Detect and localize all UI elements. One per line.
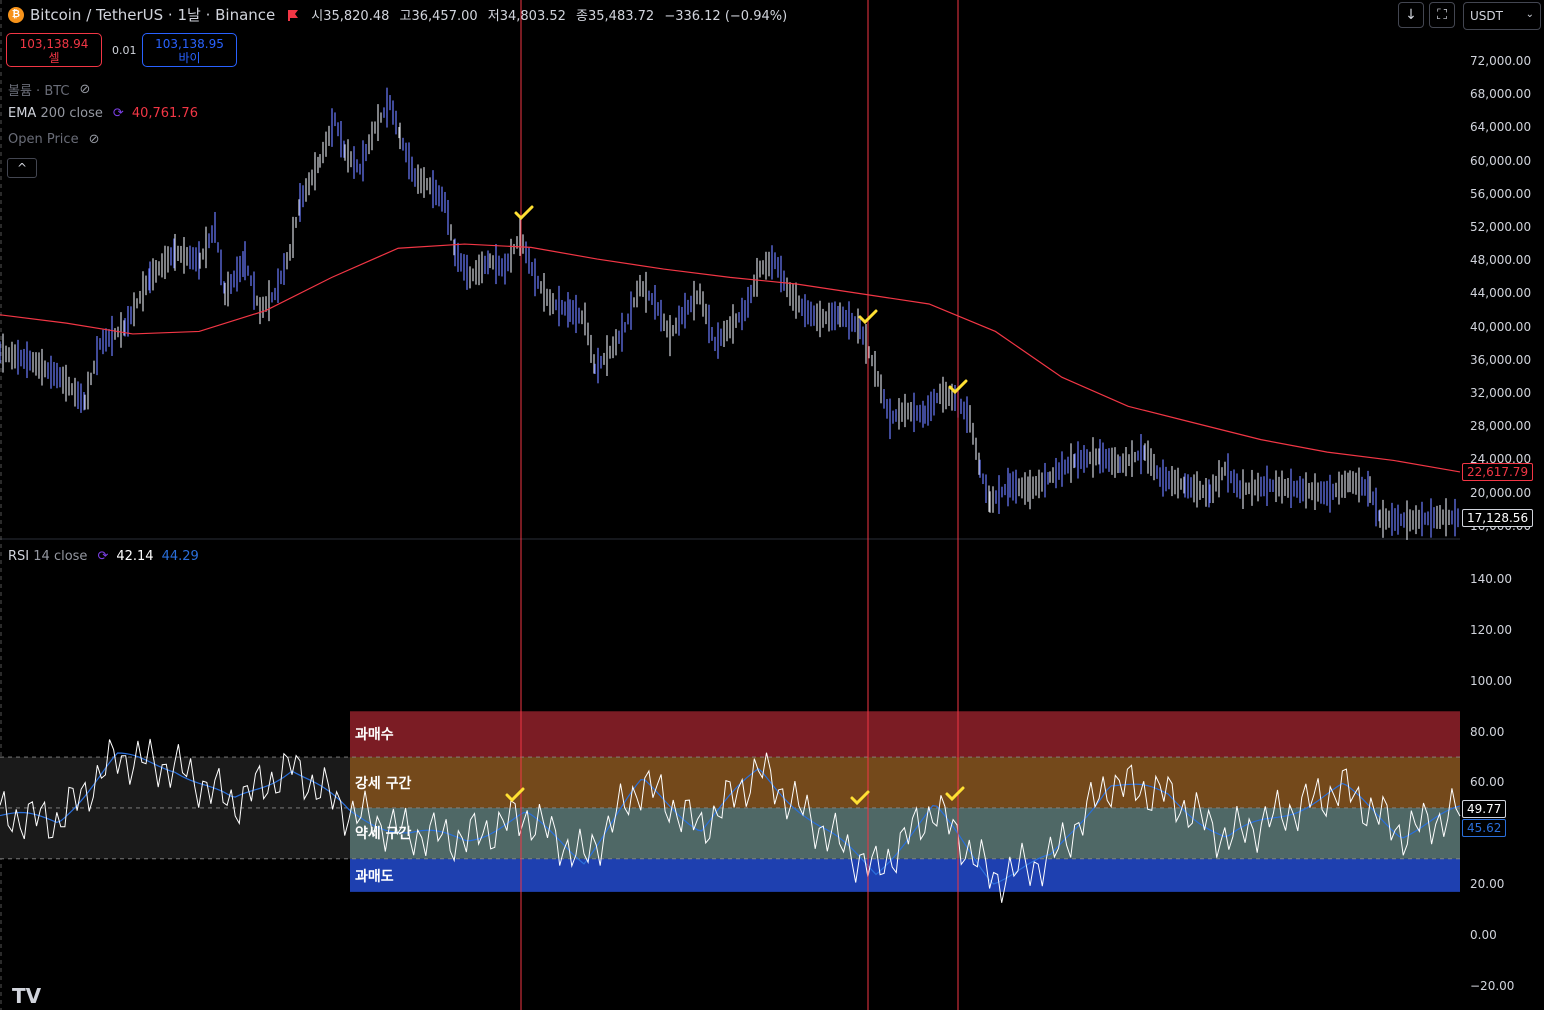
- close-value: 종35,483.72: [576, 9, 655, 24]
- symbol-title[interactable]: Bitcoin / TetherUS · 1날 · Binance: [30, 6, 276, 24]
- check-icon: [505, 787, 525, 803]
- rsi-axis-label: −20.00: [1470, 979, 1515, 993]
- open-price-name: Open Price: [8, 132, 79, 147]
- ema-legend[interactable]: EMA 200 close ⟳ 40,761.76: [8, 106, 198, 121]
- price-axis-label: 48,000.00: [1470, 253, 1532, 268]
- rsi-line: [0, 738, 1461, 903]
- eye-hidden-icon[interactable]: ⊘: [88, 132, 100, 147]
- high-value: 고36,457.00: [399, 9, 478, 24]
- price-axis-label: 24,000.00: [1470, 452, 1532, 467]
- price-axis-label: 56,000.00: [1470, 186, 1532, 201]
- open-price-legend[interactable]: Open Price ⊘: [8, 132, 99, 147]
- download-button[interactable]: ↓: [1398, 2, 1424, 28]
- price-axis-label: 44,000.00: [1470, 286, 1532, 301]
- rsi-ma-tag: 45.62: [1462, 819, 1507, 837]
- open-value: 시35,820.48: [311, 9, 390, 24]
- ema-params: 200 close: [40, 106, 103, 121]
- price-axis-label: 60,000.00: [1470, 153, 1532, 168]
- rsi-axis-label: 120.00: [1470, 623, 1512, 637]
- volume-legend[interactable]: 볼륨 · BTC ⊘: [8, 80, 90, 99]
- buy-button[interactable]: 103,138.95 바이: [142, 33, 237, 67]
- flag-icon[interactable]: [287, 9, 299, 21]
- zone-strong-label: 강세 구간: [355, 776, 412, 792]
- rsi-axis-label: 140.00: [1470, 572, 1512, 586]
- rsi-name: RSI: [8, 549, 30, 564]
- fullscreen-icon: ⛶: [1437, 7, 1447, 23]
- zone-overbought-label: 과매수: [355, 727, 394, 743]
- currency-value: USDT: [1470, 9, 1503, 23]
- chevron-down-icon: ⌄: [1525, 9, 1534, 20]
- check-icon: [858, 309, 878, 325]
- volume-name: 볼륨 · BTC: [8, 84, 70, 99]
- low-value: 저34,803.52: [487, 9, 566, 24]
- ema-value: 40,761.76: [131, 106, 198, 121]
- zone-oversold-label: 과매도: [355, 869, 394, 885]
- sell-label: 셀: [48, 51, 60, 65]
- price-axis-label: 68,000.00: [1470, 87, 1532, 102]
- rsi-axis-label: 80.00: [1470, 725, 1505, 739]
- fullscreen-button[interactable]: ⛶: [1429, 2, 1455, 28]
- ema-price-tag: 22,617.79: [1462, 463, 1534, 481]
- check-icon: [945, 786, 965, 802]
- price-axis-label: 28,000.00: [1470, 419, 1532, 434]
- sell-button[interactable]: 103,138.94 셀: [6, 33, 102, 67]
- check-icon: [850, 790, 870, 806]
- bitcoin-icon: ₿: [8, 6, 24, 23]
- arrow-down-icon: ↓: [1405, 7, 1417, 23]
- price-axis-label: 32,000.00: [1470, 386, 1532, 400]
- rsi-ma-line: [0, 752, 1461, 885]
- rsi-value-tag: 49.77: [1462, 800, 1507, 818]
- eye-hidden-icon[interactable]: ⊘: [79, 82, 91, 97]
- check-icon: [514, 205, 534, 221]
- rsi-params: 14 close: [33, 549, 88, 564]
- rsi-axis-label: 0.00: [1470, 928, 1497, 942]
- symbol-legend: ₿ Bitcoin / TetherUS · 1날 · Binance 시35,…: [8, 4, 793, 25]
- price-axis-label: 40,000.00: [1470, 319, 1532, 334]
- zone-overbought: [350, 711, 1460, 758]
- price-axis-label: 36,000.00: [1470, 352, 1532, 367]
- tradingview-logo[interactable]: TV: [12, 984, 42, 1008]
- rsi-ma-value: 44.29: [161, 549, 199, 564]
- collapse-legend-button[interactable]: ^: [7, 158, 37, 178]
- rsi-legend[interactable]: RSI 14 close ⟳ 42.14 44.29: [8, 549, 199, 564]
- refresh-icon[interactable]: ⟳: [97, 549, 109, 564]
- zone-oversold: [350, 858, 1460, 892]
- sell-price: 103,138.94: [19, 37, 89, 51]
- price-axis-label: 72,000.00: [1470, 54, 1532, 68]
- buy-price: 103,138.95: [155, 37, 224, 51]
- zone-strong: [350, 757, 1460, 808]
- price-axis-label: 64,000.00: [1470, 120, 1532, 135]
- ema-line: [0, 243, 1461, 473]
- check-icon: [948, 379, 968, 395]
- rsi-axis-label: 20.00: [1470, 877, 1505, 891]
- rsi-axis-label: 100.00: [1470, 674, 1512, 688]
- price-axis-label: 52,000.00: [1470, 220, 1532, 234]
- rsi-value: 42.14: [116, 549, 154, 564]
- price-axis-label: 20,000.00: [1470, 485, 1532, 500]
- currency-select[interactable]: USDT ⌄: [1463, 2, 1541, 30]
- last-price-tag: 17,128.56: [1462, 509, 1534, 527]
- rsi-axis-label: 60.00: [1470, 775, 1505, 789]
- change-value: −336.12 (−0.94%): [664, 9, 788, 24]
- ema-name: EMA: [8, 106, 37, 121]
- zone-weak-label: 약세 구간: [355, 826, 412, 842]
- spread-value: 0.01: [112, 44, 137, 57]
- buy-label: 바이: [178, 51, 201, 65]
- refresh-icon[interactable]: ⟳: [112, 106, 124, 121]
- chevron-up-icon: ^: [16, 161, 28, 175]
